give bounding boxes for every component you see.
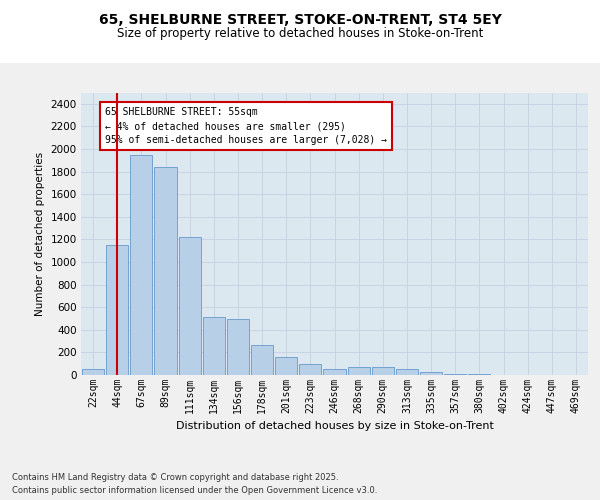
Text: Contains HM Land Registry data © Crown copyright and database right 2025.: Contains HM Land Registry data © Crown c… [12, 472, 338, 482]
Bar [106, 245, 128, 375]
Bar [82, 370, 104, 375]
Bar [347, 366, 370, 375]
Bar [251, 345, 273, 375]
Bar [420, 372, 442, 375]
Y-axis label: Number of detached properties: Number of detached properties [35, 152, 45, 316]
Bar [468, 374, 490, 375]
Text: Contains public sector information licensed under the Open Government Licence v3: Contains public sector information licen… [12, 486, 377, 495]
Bar [203, 318, 225, 375]
Bar [275, 358, 298, 375]
Text: Size of property relative to detached houses in Stoke-on-Trent: Size of property relative to detached ho… [117, 28, 483, 40]
Bar [323, 369, 346, 375]
Bar [227, 318, 249, 375]
Bar [130, 154, 152, 375]
Text: 65, SHELBURNE STREET, STOKE-ON-TRENT, ST4 5EY: 65, SHELBURNE STREET, STOKE-ON-TRENT, ST… [98, 12, 502, 26]
Bar [299, 364, 322, 375]
Bar [444, 374, 466, 375]
Bar [396, 370, 418, 375]
Bar [371, 366, 394, 375]
X-axis label: Distribution of detached houses by size in Stoke-on-Trent: Distribution of detached houses by size … [176, 422, 493, 432]
Bar [154, 167, 176, 375]
Bar [179, 237, 201, 375]
Text: 65 SHELBURNE STREET: 55sqm
← 4% of detached houses are smaller (295)
95% of semi: 65 SHELBURNE STREET: 55sqm ← 4% of detac… [105, 107, 387, 145]
